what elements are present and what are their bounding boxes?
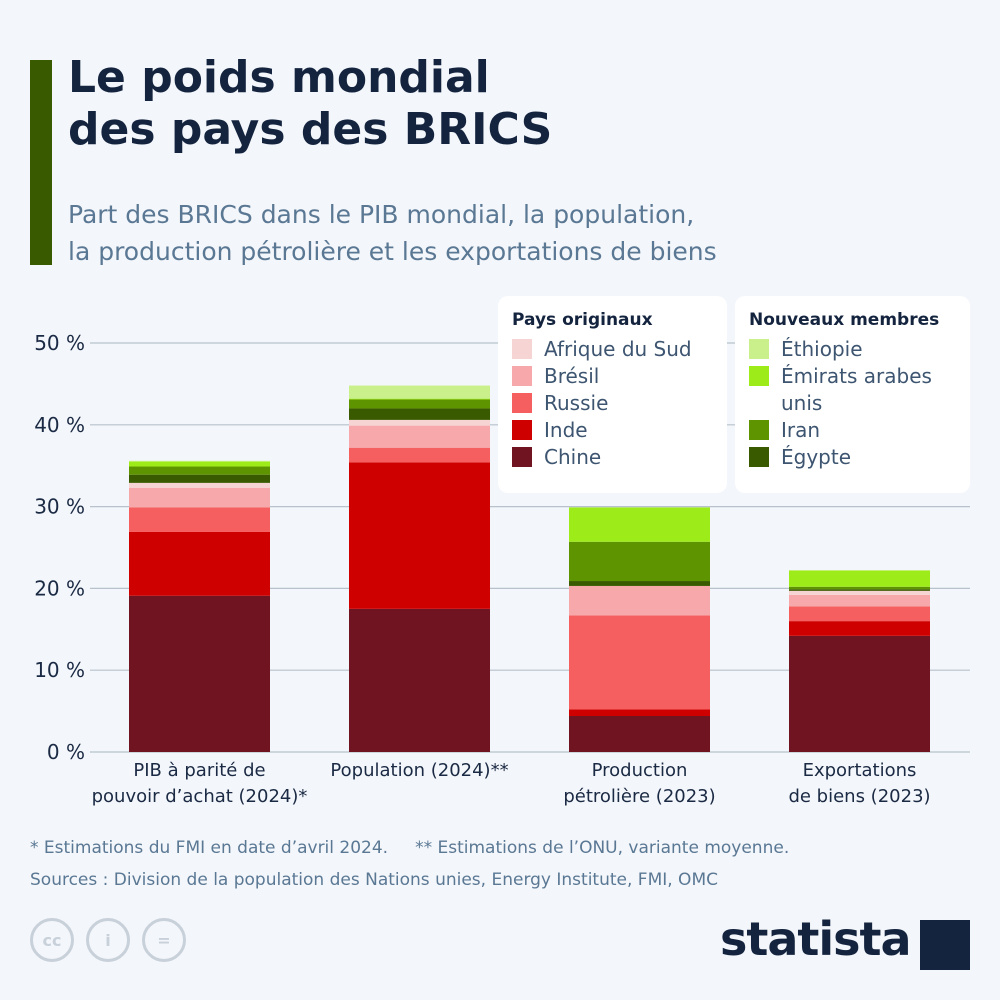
legend-swatch [512, 420, 532, 440]
bar-segment-iran [569, 541, 710, 582]
bar-segment-chine [349, 608, 490, 752]
x-tick-label: Exportations [803, 760, 917, 781]
legend-swatch [749, 447, 769, 467]
legend-label: Émirats arabes unis [781, 364, 932, 415]
bar-segment-iran [349, 399, 490, 409]
cc-icon: cc [30, 918, 74, 962]
bar-segment-iran [129, 466, 270, 475]
bar-segment-éthiopie [349, 385, 490, 399]
page-title: Le poids mondial des pays des BRICS [68, 52, 553, 155]
legend-item: Afrique du Sud [512, 336, 727, 363]
legend-item: Russie [512, 390, 727, 417]
bar-segment-chine [789, 635, 930, 752]
bar-segment-inde [129, 531, 270, 596]
footnote: * Estimations du FMI en date d’avril 202… [30, 838, 790, 858]
bar-segment-égypte [789, 589, 930, 591]
bar-segment-émirats-arabes-unis [349, 398, 490, 400]
bar-segment-égypte [569, 581, 710, 586]
bar-segment-afrique-du-sud [789, 590, 930, 595]
legend-label: Brésil [544, 364, 600, 388]
legend-item: Inde [512, 417, 727, 444]
legend-item: Brésil [512, 363, 727, 390]
legend-item: Iran [749, 417, 970, 444]
x-tick-label: pétrolière (2023) [563, 786, 715, 807]
x-tick-label: Population (2024)** [330, 760, 508, 781]
bar-segment-afrique-du-sud [349, 419, 490, 426]
bar-segment-brésil [129, 487, 270, 508]
legend-swatch [512, 366, 532, 386]
x-tick-label: Production [592, 760, 688, 781]
bar-segment-brésil [569, 585, 710, 616]
legend-title: Nouveaux membres [749, 310, 940, 330]
legend-item: Égypte [749, 444, 970, 471]
bar-segment-brésil [789, 594, 930, 607]
no-derivatives-icon: = [142, 918, 186, 962]
legend-original-countries: Pays originaux Afrique du Sud Brésil Russie… [498, 296, 727, 493]
legend-label: Chine [544, 445, 602, 469]
license-icons: cc i = [30, 918, 186, 962]
legend-new-members: Nouveaux membres Éthiopie Émirats arabes u… [735, 296, 970, 493]
bar-segment-iran [789, 586, 930, 590]
bar-segment-russie [129, 507, 270, 532]
bar-segment-égypte [129, 474, 270, 483]
legend-item: Éthiopie [749, 336, 970, 363]
legend-swatch [749, 366, 769, 386]
bar-segment-afrique-du-sud [129, 482, 270, 488]
legend-title: Pays originaux [512, 310, 653, 330]
y-tick-label: 30 % [34, 495, 85, 519]
footer: * Estimations du FMI en date d’avril 202… [30, 832, 789, 896]
legend-label: Éthiopie [781, 337, 863, 361]
attribution-icon: i [86, 918, 130, 962]
bar-segment-russie [789, 606, 930, 622]
legend-swatch [512, 447, 532, 467]
bar-segment-émirats-arabes-unis [129, 461, 270, 467]
y-tick-label: 20 % [34, 576, 85, 600]
legend-label: Afrique du Sud [544, 337, 692, 361]
bar-segment-russie [569, 615, 710, 710]
x-tick-label: pouvoir d’achat (2024)* [92, 786, 308, 807]
bar-segment-éthiopie [129, 460, 270, 462]
legend-item: Émirats arabes unis [749, 363, 970, 417]
bar-segment-brésil [349, 425, 490, 448]
bar-segment-inde [569, 709, 710, 717]
legend-swatch [512, 393, 532, 413]
sources: Sources : Division de la population des … [30, 870, 718, 890]
bar-segment-émirats-arabes-unis [789, 570, 930, 587]
legend-swatch [749, 420, 769, 440]
x-tick-label: de biens (2023) [788, 786, 930, 807]
title-accent-bar [30, 60, 52, 265]
x-tick-label: PIB à parité de [133, 760, 265, 781]
legend-swatch [512, 339, 532, 359]
bar-segment-inde [349, 462, 490, 609]
bar-segment-émirats-arabes-unis [569, 507, 710, 542]
y-tick-label: 50 % [34, 331, 85, 355]
bar-segment-inde [789, 621, 930, 636]
legend-label: Russie [544, 391, 609, 415]
legend-swatch [749, 339, 769, 359]
bar-segment-chine [569, 716, 710, 752]
legend-label: Égypte [781, 445, 852, 469]
bar-segment-égypte [349, 408, 490, 420]
statista-logo: statista [720, 912, 912, 966]
bar-segment-chine [129, 595, 270, 752]
bar-segment-russie [349, 447, 490, 463]
legend-item: Chine [512, 444, 727, 471]
y-tick-label: 40 % [34, 413, 85, 437]
page-subtitle: Part des BRICS dans le PIB mondial, la p… [68, 200, 717, 266]
legend-label: Iran [781, 418, 821, 442]
y-tick-label: 10 % [34, 658, 85, 682]
y-tick-label: 0 % [47, 740, 85, 764]
statista-logo-mark [920, 920, 970, 970]
legend-label: Inde [544, 418, 588, 442]
